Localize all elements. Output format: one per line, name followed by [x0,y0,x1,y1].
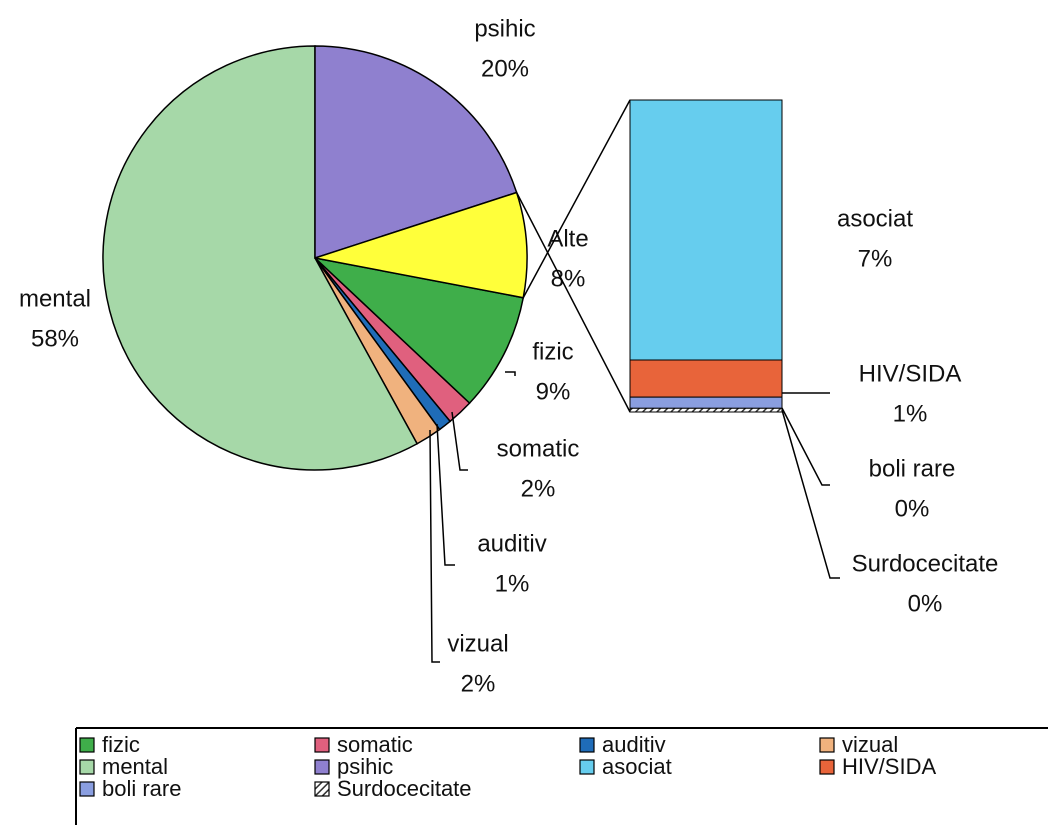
bar-segment [629,407,783,413]
legend-label: boli rare [102,776,181,801]
legend-swatch [579,737,595,753]
slice-label-value: 2% [521,475,556,502]
slice-label-value: 20% [481,55,529,82]
legend-label: mental [102,754,168,779]
bar-label-value: 7% [858,245,893,272]
pie-slice [102,45,419,471]
bar-label-name: boli rare [869,455,956,482]
leader-line [781,407,830,486]
slice-label-name: psihic [474,15,535,42]
slice-label-value: 2% [461,670,496,697]
slice-label-name: fizic [532,338,573,365]
bar-label-value: 0% [895,495,930,522]
leader-line [436,423,455,566]
legend-swatch [314,737,330,753]
pie-slice [314,45,518,260]
legend-swatch [819,737,835,753]
leader-line [505,371,516,376]
legend-swatch [79,781,95,797]
legend-label: psihic [337,754,393,779]
bar-label-value: 1% [893,400,928,427]
bar-label-name: Surdocecitate [852,550,999,577]
legend-box [75,727,1048,825]
bar-label-value: 0% [908,590,943,617]
legend: fizic somatic auditiv vizual mental psihic aso… [79,732,936,801]
slice-label-value: 58% [31,325,79,352]
legend-label: asociat [602,754,672,779]
pie-slice [312,256,525,405]
legend-label: Surdocecitate [337,776,472,801]
legend-swatch [79,737,95,753]
bar-segment [629,359,783,398]
legend-swatch [579,759,595,775]
bar-segment [629,99,783,361]
legend-swatch [314,781,330,797]
bar-segment [629,396,783,409]
legend-label: somatic [337,732,413,757]
slice-label-name: mental [19,285,91,312]
legend-label: vizual [842,732,898,757]
slice-label-value: 1% [495,570,530,597]
slice-label-name: somatic [497,435,580,462]
legend-label: auditiv [602,732,666,757]
leader-line [781,409,840,579]
connector-line [522,99,631,299]
legend-swatch [314,759,330,775]
legend-swatch [79,759,95,775]
legend-swatch [819,759,835,775]
slice-label-name: vizual [447,630,508,657]
legend-label: fizic [102,732,140,757]
slice-label-name: auditiv [477,530,546,557]
bar-label-name: HIV/SIDA [859,360,962,387]
legend-label: HIV/SIDA [842,754,936,779]
bar-label-name: asociat [837,205,913,232]
leader-line [451,411,468,471]
leader-line [429,429,440,663]
slice-label-value: 9% [536,378,571,405]
slice-label-name: Alte [547,225,588,252]
connector-line [515,192,631,413]
